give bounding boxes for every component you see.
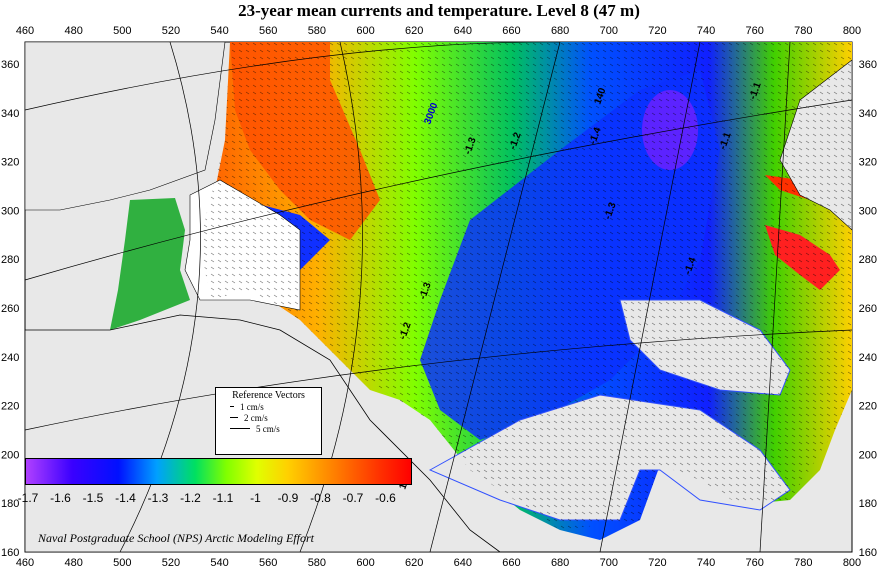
x-tick-label: 560 <box>259 557 277 569</box>
y-tick-label: 280 <box>1 254 19 266</box>
reference-vectors-box: Reference Vectors 1 cm/s 2 cm/s 5 cm/s <box>215 387 322 455</box>
y-tick-label: 260 <box>859 303 877 315</box>
x-axis-ticks: 460 460 480 480 500 500 520 520 540 540 560 560 580 5… <box>16 25 861 569</box>
colorbar-tick-label: -1.1 <box>212 491 234 505</box>
x-tick-label: 580 <box>308 557 326 569</box>
y-tick-label: 200 <box>859 449 877 461</box>
y-tick-label: 180 <box>1 498 19 510</box>
x-tick-label: 540 <box>210 557 228 569</box>
x-tick-label: 500 <box>113 557 131 569</box>
colorbar-tick-label: -1.7 <box>17 491 39 505</box>
x-tick-label: 680 <box>551 25 569 37</box>
x-tick-label: 640 <box>454 25 472 37</box>
colorbar-tick-label: -1.5 <box>82 491 104 505</box>
reference-vectors-title: Reference Vectors <box>232 390 305 401</box>
y-tick-label: 240 <box>859 352 877 364</box>
x-tick-label: 480 <box>64 557 82 569</box>
y-tick-label: 260 <box>1 303 19 315</box>
x-tick-label: 600 <box>356 557 374 569</box>
y-tick-label: 240 <box>1 352 19 364</box>
x-tick-label: 720 <box>648 557 666 569</box>
x-tick-label: 720 <box>648 25 666 37</box>
x-tick-label: 520 <box>162 25 180 37</box>
y-tick-label: 160 <box>859 547 877 559</box>
colorbar-tick-label: -1 <box>250 491 261 505</box>
y-axis-ticks: 360 360 340 340 320 320 300 300 280 280 260 260 240 2… <box>1 59 877 559</box>
colorbar-labels: -1.7 -1.6 -1.5 -1.4 -1.3 -1.2 -1.1 -1 -0.9 -0.8 -0… <box>17 491 400 505</box>
colorbar-tick-label: -0.9 <box>277 491 299 505</box>
y-tick-label: 300 <box>1 205 19 217</box>
x-tick-label: 560 <box>259 25 277 37</box>
colorbar-tick-label: -1.3 <box>147 491 169 505</box>
colorbar-tick-label: -1.4 <box>115 491 136 505</box>
x-tick-label: 740 <box>697 25 715 37</box>
western-sea <box>110 198 190 330</box>
x-tick-label: 700 <box>600 557 618 569</box>
y-tick-label: 340 <box>859 108 877 120</box>
y-tick-label: 180 <box>859 498 877 510</box>
y-tick-label: 160 <box>1 547 19 559</box>
x-tick-label: 520 <box>162 557 180 569</box>
x-tick-label: 640 <box>454 557 472 569</box>
x-tick-label: 760 <box>746 557 764 569</box>
x-tick-label: 460 <box>16 557 34 569</box>
x-tick-label: 800 <box>843 557 861 569</box>
reference-vector-5: 5 cm/s <box>216 423 321 434</box>
map-labels: 3000-1.4-1.3 -1.2 -1.1-1.3-1.4-1.3-1.2-1.1… <box>397 81 763 491</box>
x-tick-label: 500 <box>113 25 131 37</box>
reference-vector-1: 1 cm/s <box>216 401 321 412</box>
y-tick-label: 220 <box>1 401 19 413</box>
x-tick-label: 620 <box>405 25 423 37</box>
y-tick-label: 320 <box>1 157 19 169</box>
reference-vector-2: 2 cm/s <box>216 412 321 423</box>
y-tick-label: 360 <box>1 59 19 71</box>
colorbar-tick-label: -0.8 <box>310 491 331 505</box>
credit-text: Naval Postgraduate School (NPS) Arctic M… <box>38 531 314 545</box>
y-tick-label: 200 <box>1 449 19 461</box>
x-tick-label: 660 <box>502 25 520 37</box>
x-tick-label: 600 <box>356 25 374 37</box>
x-tick-label: 760 <box>746 25 764 37</box>
x-tick-label: 460 <box>16 25 34 37</box>
colorbar-tick-label: -1.6 <box>50 491 71 505</box>
colorbar-tick-label: -0.7 <box>342 491 364 505</box>
temperature-colorbar <box>25 458 412 485</box>
y-tick-label: 360 <box>859 59 877 71</box>
x-tick-label: 780 <box>794 557 812 569</box>
current-vectors <box>200 42 852 530</box>
land-northwest <box>24 41 226 211</box>
y-tick-label: 280 <box>859 254 877 266</box>
x-tick-label: 660 <box>502 557 520 569</box>
page-title: 23-year mean currents and temperature. L… <box>238 1 640 20</box>
x-tick-label: 540 <box>210 25 228 37</box>
y-tick-label: 340 <box>1 108 19 120</box>
y-tick-label: 300 <box>859 205 877 217</box>
x-tick-label: 700 <box>600 25 618 37</box>
y-tick-label: 320 <box>859 157 877 169</box>
x-tick-label: 680 <box>551 557 569 569</box>
x-tick-label: 800 <box>843 25 861 37</box>
y-tick-label: 220 <box>859 401 877 413</box>
colorbar-tick-label: -0.6 <box>375 491 396 505</box>
x-tick-label: 580 <box>308 25 326 37</box>
x-tick-label: 620 <box>405 557 423 569</box>
colorbar-tick-label: -1.2 <box>180 491 201 505</box>
x-tick-label: 480 <box>64 25 82 37</box>
x-tick-label: 740 <box>697 557 715 569</box>
x-tick-label: 780 <box>794 25 812 37</box>
